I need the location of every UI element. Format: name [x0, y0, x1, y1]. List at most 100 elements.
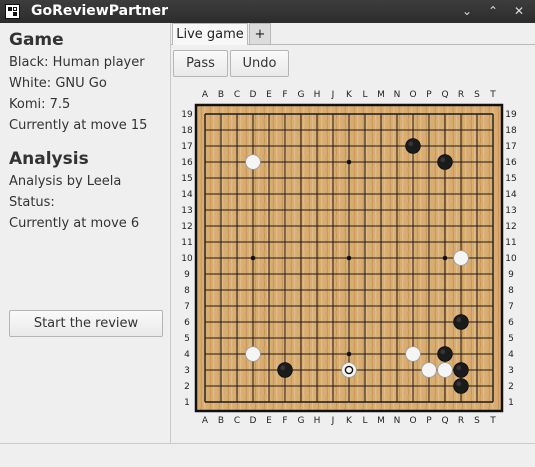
analysis-engine: Analysis by Leela	[9, 174, 122, 189]
status-bar	[0, 443, 535, 467]
black-stone	[453, 362, 469, 378]
column-coordinate-label: F	[282, 416, 287, 426]
column-coordinate-label: O	[409, 416, 416, 426]
column-coordinate-label: S	[474, 416, 480, 426]
minimize-button[interactable]: ⌄	[461, 4, 473, 18]
row-coordinate-label: 4	[508, 350, 514, 360]
column-coordinate-label: L	[362, 416, 367, 426]
column-coordinate-label: C	[234, 416, 240, 426]
row-coordinate-label: 7	[508, 302, 514, 312]
row-coordinate-label: 8	[508, 286, 514, 296]
star-point	[442, 255, 448, 261]
row-coordinate-label: 13	[505, 206, 516, 216]
tab-divider	[171, 44, 535, 45]
column-coordinate-label: Q	[441, 416, 448, 426]
column-coordinate-label: S	[474, 90, 480, 100]
row-coordinate-label: 10	[181, 254, 193, 264]
white-stone	[405, 346, 421, 362]
app-icon	[5, 4, 20, 19]
row-coordinate-label: 16	[505, 158, 517, 168]
row-coordinate-label: 14	[505, 190, 517, 200]
column-coordinate-label: K	[346, 90, 353, 100]
black-player: Black: Human player	[9, 55, 145, 70]
row-coordinate-label: 11	[181, 238, 192, 248]
row-coordinate-label: 3	[508, 366, 514, 376]
analysis-status: Status:	[9, 195, 55, 210]
undo-button[interactable]: Undo	[230, 50, 289, 77]
black-stone	[453, 314, 469, 330]
star-point	[346, 159, 352, 165]
white-stone	[453, 250, 469, 266]
row-coordinate-label: 8	[184, 286, 190, 296]
column-coordinate-label: J	[331, 416, 335, 426]
star-point	[250, 255, 256, 261]
column-coordinate-label: F	[282, 90, 287, 100]
row-coordinate-label: 6	[184, 318, 190, 328]
analysis-heading: Analysis	[9, 149, 89, 169]
row-coordinate-label: 7	[184, 302, 190, 312]
black-stone	[437, 346, 453, 362]
last-move-marker	[344, 365, 354, 375]
info-panel: Game Black: Human player White: GNU Go K…	[0, 23, 170, 443]
black-stone	[437, 154, 453, 170]
column-coordinate-label: M	[377, 90, 385, 100]
row-coordinate-label: 17	[181, 142, 192, 152]
column-coordinate-label: D	[250, 416, 257, 426]
column-coordinate-label: C	[234, 90, 240, 100]
row-coordinate-label: 11	[505, 238, 516, 248]
column-coordinate-label: E	[266, 416, 272, 426]
start-review-button[interactable]: Start the review	[9, 310, 163, 337]
row-coordinate-label: 5	[508, 334, 514, 344]
column-coordinate-label: M	[377, 416, 385, 426]
black-stone	[277, 362, 293, 378]
column-coordinate-label: E	[266, 90, 272, 100]
white-stone	[341, 362, 357, 378]
row-coordinate-label: 18	[505, 126, 517, 136]
row-coordinate-label: 9	[184, 270, 190, 280]
column-coordinate-label: N	[394, 416, 401, 426]
column-coordinate-label: A	[202, 416, 209, 426]
maximize-button[interactable]: ⌃	[487, 4, 499, 18]
row-coordinate-label: 16	[181, 158, 193, 168]
row-coordinate-label: 15	[505, 174, 516, 184]
column-coordinate-label: T	[489, 416, 496, 426]
row-coordinate-label: 9	[508, 270, 514, 280]
column-coordinate-label: J	[331, 90, 335, 100]
black-stone	[405, 138, 421, 154]
column-coordinate-label: N	[394, 90, 401, 100]
column-coordinate-label: H	[314, 90, 321, 100]
row-coordinate-label: 12	[505, 222, 516, 232]
column-coordinate-label: B	[218, 90, 224, 100]
add-tab-button[interactable]: +	[249, 23, 271, 45]
row-coordinate-label: 19	[505, 110, 517, 120]
tab-live-game[interactable]: Live game	[172, 23, 248, 45]
analysis-current-move: Currently at move 6	[9, 216, 140, 231]
row-coordinate-label: 2	[508, 382, 514, 392]
row-coordinate-label: 4	[184, 350, 190, 360]
white-stone	[421, 362, 437, 378]
pass-button[interactable]: Pass	[173, 50, 228, 77]
window-title: GoReviewPartner	[31, 3, 169, 19]
column-coordinate-label: K	[346, 416, 353, 426]
stone-highlight	[280, 365, 286, 371]
stone-highlight	[456, 381, 462, 387]
row-coordinate-label: 10	[505, 254, 517, 264]
star-point	[346, 255, 352, 261]
stone-highlight	[408, 141, 414, 147]
column-coordinate-label: D	[250, 90, 257, 100]
row-coordinate-label: 18	[181, 126, 193, 136]
column-coordinate-label: G	[298, 416, 305, 426]
stone-highlight	[456, 317, 462, 323]
column-coordinate-label: O	[409, 90, 416, 100]
close-button[interactable]: ✕	[513, 4, 525, 18]
column-coordinate-label: L	[362, 90, 367, 100]
white-stone	[245, 154, 261, 170]
row-coordinate-label: 3	[184, 366, 190, 376]
column-coordinate-label: P	[426, 90, 432, 100]
white-stone	[437, 362, 453, 378]
star-point	[346, 351, 352, 357]
row-coordinate-label: 6	[508, 318, 514, 328]
row-coordinate-label: 12	[181, 222, 192, 232]
game-heading: Game	[9, 30, 64, 50]
